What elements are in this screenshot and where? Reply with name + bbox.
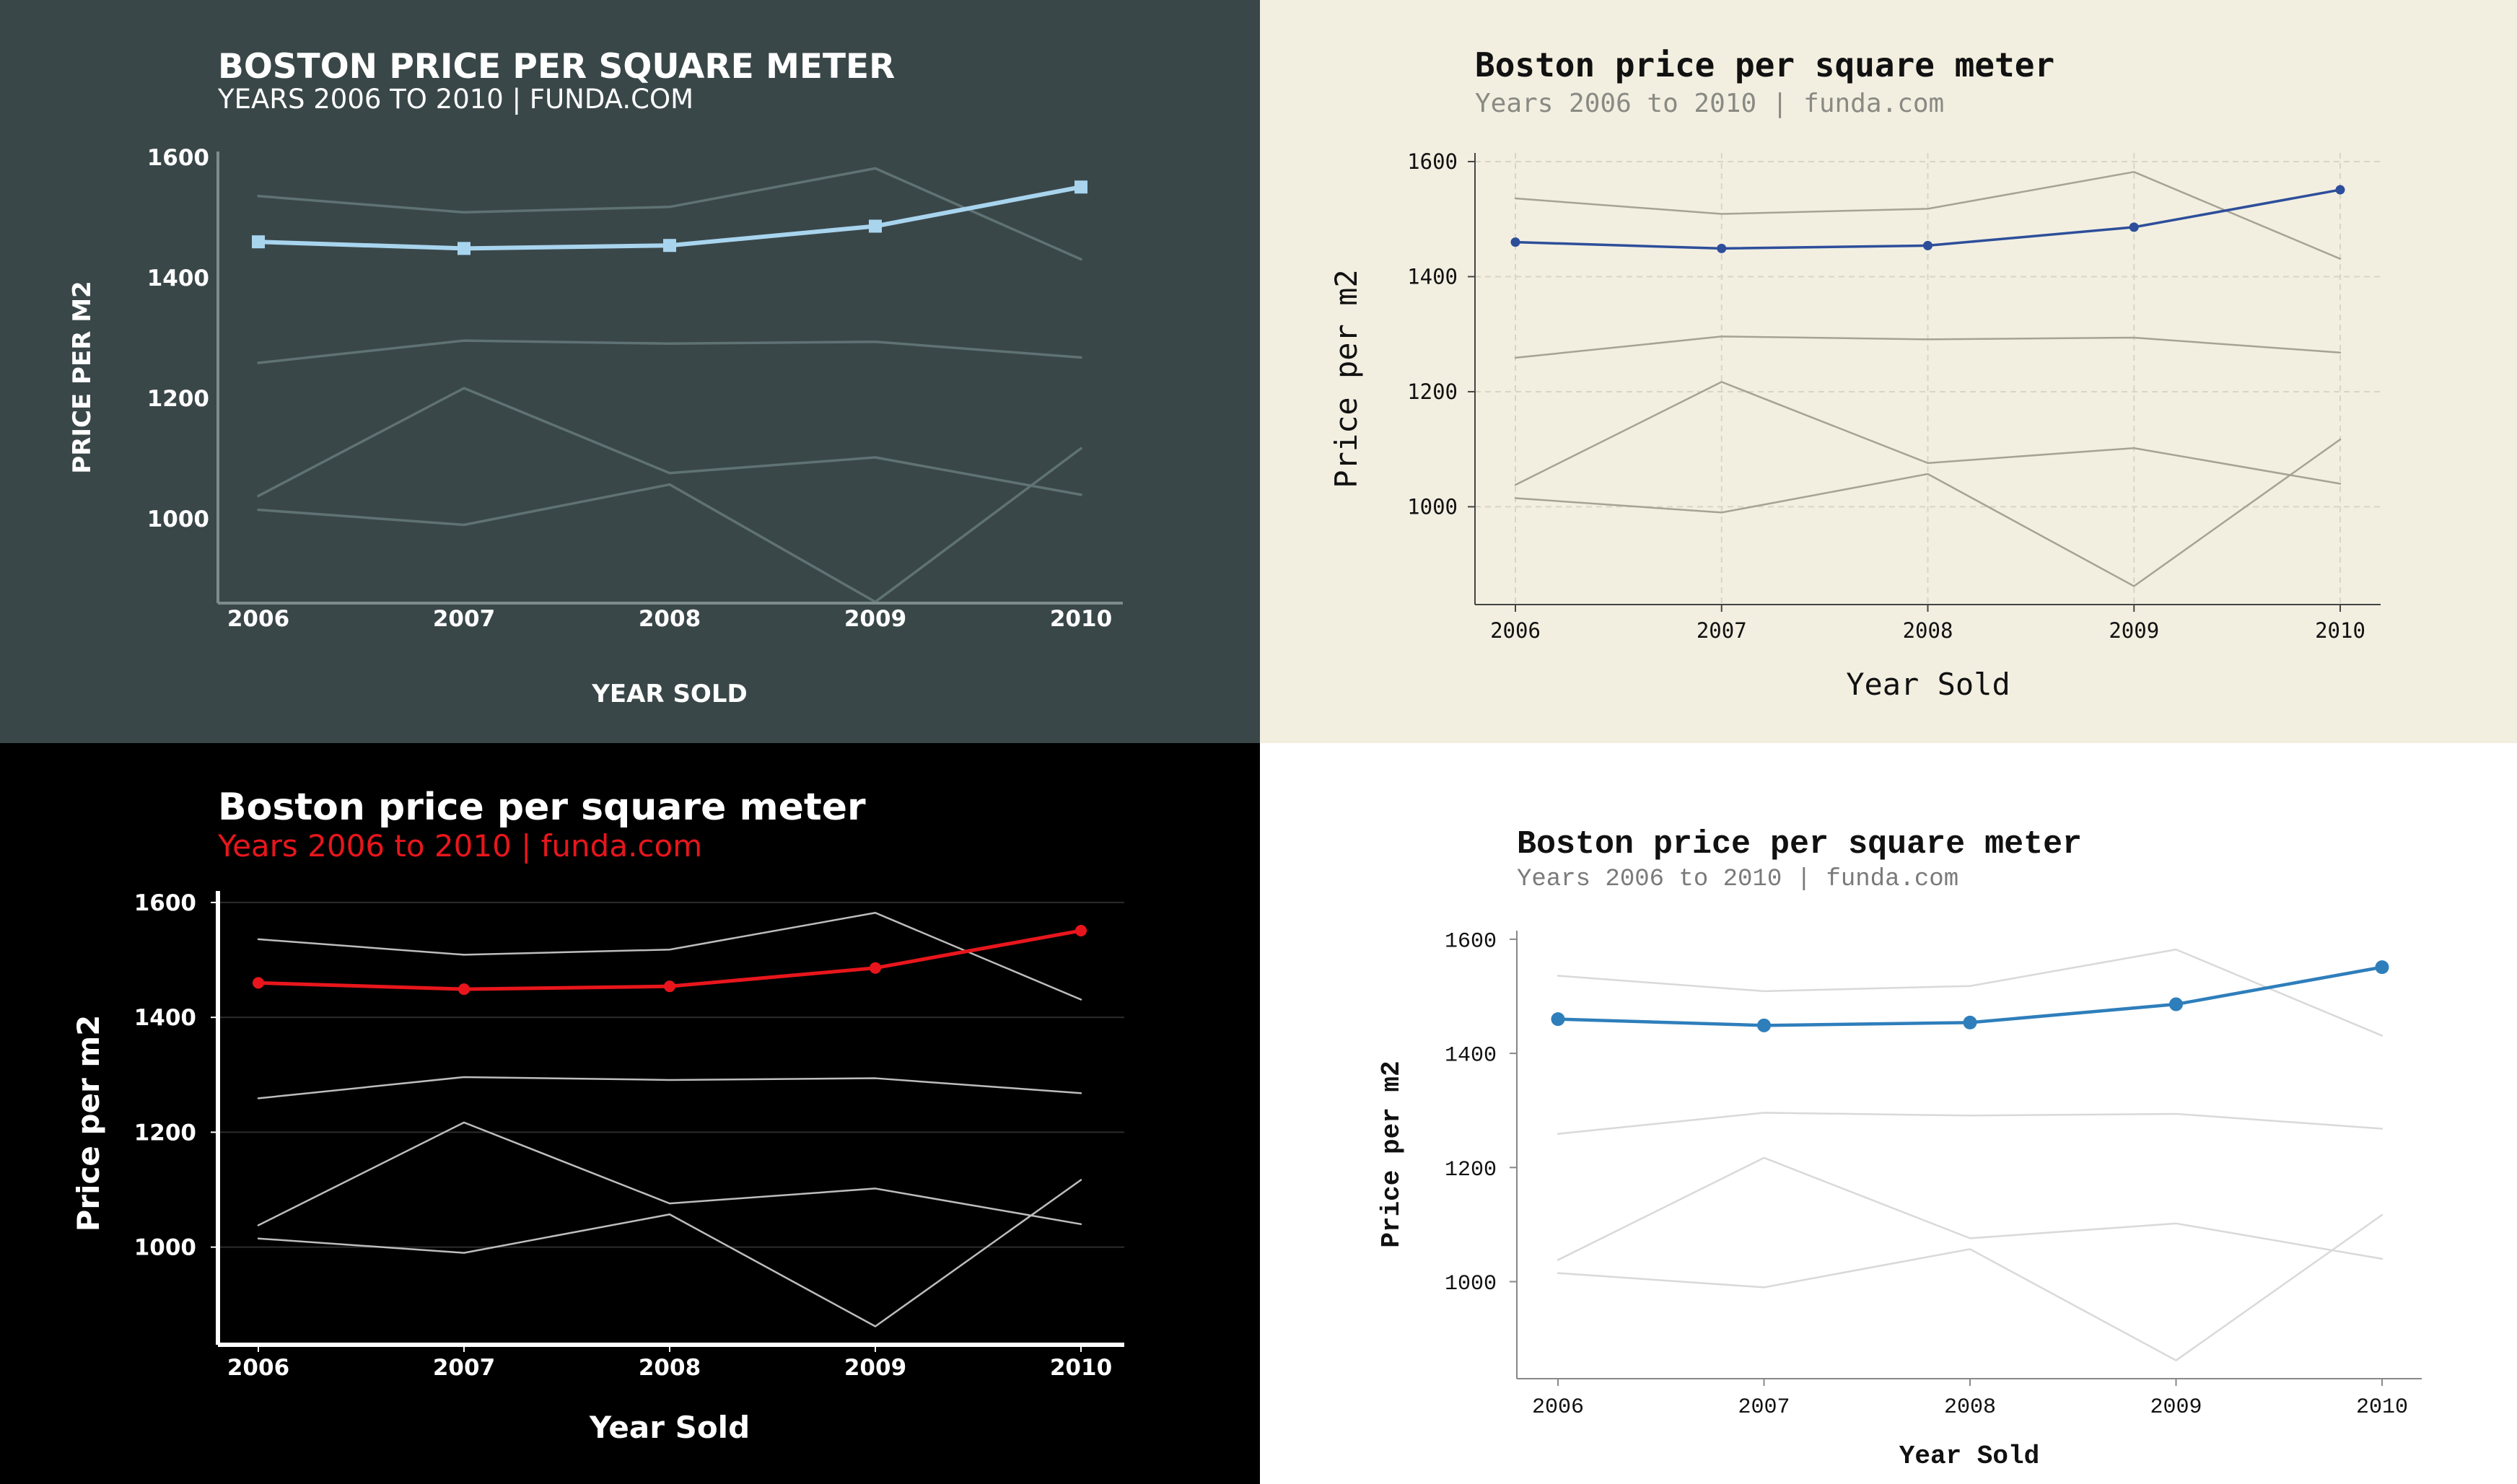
- data-point-2010: [2375, 960, 2389, 975]
- y-tick-label: 1400: [134, 1005, 196, 1031]
- data-point-2008: [664, 980, 675, 993]
- chart-subtitle: Years 2006 to 2010 | funda.com: [1475, 89, 1944, 118]
- chart-subtitle: Years 2006 to 2010 | funda.com: [1517, 866, 1958, 893]
- context-series-line-3: [257, 1121, 1082, 1226]
- context-series-line-1: [257, 167, 1082, 261]
- data-point-2010: [1074, 180, 1087, 194]
- data-point-2009: [2129, 222, 2139, 232]
- x-tick-label: 2006: [1490, 618, 1541, 643]
- x-tick-label: 2007: [433, 606, 495, 632]
- context-series-line-3: [1514, 381, 2342, 486]
- chart-panel-cream: Boston price per square meter Years 2006…: [1260, 0, 2517, 743]
- context-series-line-1: [1557, 948, 2384, 1037]
- x-tick-label: 2010: [2315, 618, 2365, 643]
- y-tick-label: 1000: [147, 506, 209, 532]
- x-tick-label: 2010: [1050, 606, 1112, 632]
- y-tick-label: 1600: [1407, 149, 1458, 174]
- y-tick-label: 1200: [134, 1120, 196, 1146]
- y-tick-label: 1600: [134, 890, 196, 916]
- y-axis-label: Price per m2: [71, 1015, 106, 1232]
- x-tick-label: 2008: [639, 606, 701, 632]
- data-point-2007: [458, 242, 470, 255]
- y-tick-label: 1000: [134, 1234, 196, 1260]
- chart-title: BOSTON PRICE PER SQUARE METER: [218, 47, 895, 87]
- data-point-2009: [2169, 997, 2183, 1011]
- x-tick-label: 2007: [1738, 1395, 1790, 1420]
- x-axis-label: YEAR SOLD: [591, 680, 747, 708]
- y-tick-label: 1000: [1445, 1272, 1497, 1296]
- chart-subtitle: YEARS 2006 TO 2010 | FUNDA.COM: [217, 84, 693, 115]
- x-tick-label: 2009: [2109, 618, 2159, 643]
- data-point-2010: [1075, 924, 1087, 936]
- data-point-2006: [253, 977, 264, 989]
- chart-panel-white: Boston price per square meter Years 2006…: [1260, 743, 2517, 1484]
- data-point-2006: [1551, 1012, 1565, 1027]
- x-axis-label: Year Sold: [1899, 1441, 2039, 1471]
- data-point-2008: [1963, 1015, 1977, 1029]
- context-series-line-4: [257, 1179, 1082, 1327]
- data-point-2007: [1757, 1018, 1771, 1032]
- context-series-line-3: [1557, 1156, 2384, 1261]
- context-series-line-1: [257, 912, 1082, 1001]
- y-tick-label: 1600: [147, 145, 209, 171]
- y-tick-label: 1400: [1407, 265, 1458, 289]
- chart-panel-black: Boston price per square meter Years 2006…: [0, 743, 1260, 1484]
- y-axis-label: Price per m2: [1328, 269, 1364, 488]
- y-axis-label: Price per m2: [1377, 1061, 1406, 1247]
- context-series-line-1: [1514, 171, 2342, 260]
- x-tick-label: 2006: [227, 1355, 289, 1381]
- x-tick-label: 2009: [844, 606, 906, 632]
- chart-svg: Boston price per square meter Years 2006…: [1328, 45, 2381, 702]
- x-tick-label: 2010: [2356, 1395, 2408, 1420]
- data-point-2008: [663, 239, 676, 253]
- y-tick-label: 1400: [147, 265, 209, 291]
- x-tick-label: 2009: [2150, 1395, 2202, 1420]
- x-tick-label: 2006: [227, 606, 289, 632]
- y-axis-label: PRICE PER M2: [68, 281, 97, 473]
- data-point-2009: [870, 962, 881, 974]
- y-tick-label: 1200: [1407, 379, 1458, 404]
- chart-panel-slate: BOSTON PRICE PER SQUARE METER YEARS 2006…: [0, 0, 1260, 743]
- data-point-2007: [1717, 243, 1727, 253]
- data-point-2006: [252, 235, 265, 249]
- context-series-line-4: [1557, 1213, 2384, 1361]
- context-series-line-3: [257, 387, 1082, 498]
- y-tick-label: 1200: [1445, 1158, 1497, 1182]
- data-point-2006: [1510, 237, 1520, 247]
- data-point-2008: [1923, 240, 1932, 250]
- chart-svg: BOSTON PRICE PER SQUARE METER YEARS 2006…: [68, 47, 1123, 708]
- context-series-line-2: [1514, 335, 2342, 359]
- x-axis-label: Year Sold: [1846, 667, 2010, 702]
- data-point-2009: [869, 219, 882, 233]
- x-tick-label: 2008: [639, 1355, 701, 1381]
- context-series-line-2: [257, 1076, 1082, 1099]
- y-tick-label: 1400: [1445, 1044, 1497, 1068]
- context-series-line-2: [1557, 1112, 2384, 1135]
- chart-svg: Boston price per square meter Years 2006…: [71, 786, 1124, 1445]
- y-tick-label: 1200: [147, 386, 209, 412]
- x-tick-label: 2006: [1532, 1395, 1584, 1420]
- chart-title: Boston price per square meter: [1517, 826, 2082, 863]
- highlight-series-line: [256, 928, 1083, 991]
- context-series-line-4: [257, 447, 1082, 604]
- data-point-2007: [458, 983, 470, 996]
- x-tick-label: 2008: [1944, 1395, 1996, 1420]
- x-tick-label: 2008: [1903, 618, 1953, 643]
- x-tick-label: 2010: [1050, 1355, 1112, 1381]
- x-tick-label: 2007: [1697, 618, 1747, 643]
- context-series-line-2: [257, 339, 1082, 364]
- data-point-2010: [2335, 185, 2345, 195]
- x-tick-label: 2007: [433, 1355, 495, 1381]
- x-tick-label: 2009: [844, 1355, 906, 1381]
- x-axis-label: Year Sold: [589, 1410, 750, 1445]
- chart-subtitle: Years 2006 to 2010 | funda.com: [217, 828, 702, 864]
- chart-svg: Boston price per square meter Years 2006…: [1377, 826, 2422, 1471]
- y-tick-label: 1000: [1407, 495, 1458, 519]
- chart-title: Boston price per square meter: [1475, 45, 2054, 84]
- y-tick-label: 1600: [1445, 929, 1497, 954]
- chart-title: Boston price per square meter: [218, 786, 866, 829]
- context-series-line-4: [1514, 438, 2342, 587]
